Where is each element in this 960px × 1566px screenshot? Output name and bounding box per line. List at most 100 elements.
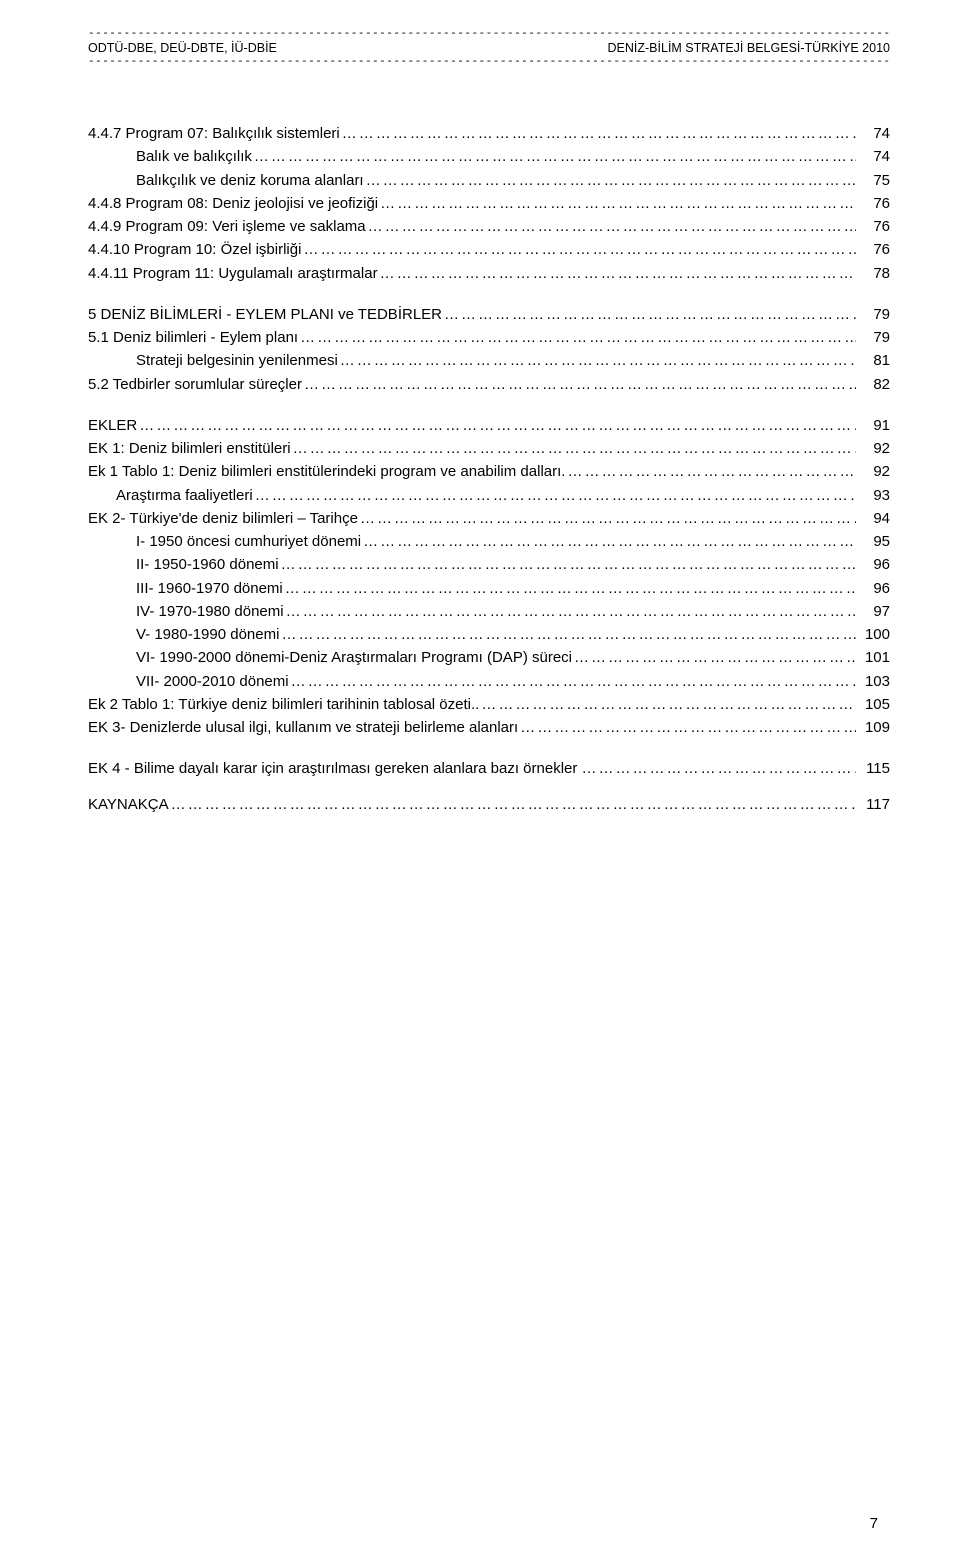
toc-leader-dots: ……………………………………………………………………………………………………………: [279, 623, 856, 646]
toc-row: Strateji belgesinin yenilenmesi…………………………: [88, 349, 890, 372]
running-header: ODTÜ-DBE, DEÜ-DBTE, İÜ-DBİE DENİZ-BİLİM …: [88, 40, 890, 56]
toc-row: Balık ve balıkçılık…………………………………………………………: [88, 145, 890, 168]
toc-leader-dots: ……………………………………………………………………………………………………………: [302, 373, 856, 396]
toc-gap: [88, 285, 890, 303]
toc-leader-dots: ……………………………………………………………………………………………………………: [518, 716, 856, 739]
toc-leader-dots: ……………………………………………………………………………………………………………: [298, 326, 856, 349]
toc-leader-dots: ……………………………………………………………………………………………………………: [252, 145, 856, 168]
toc-entry-label: II- 1950-1960 dönemi: [136, 553, 279, 576]
toc-row: 4.4.11 Program 11: Uygulamalı araştırmal…: [88, 262, 890, 285]
toc-leader-dots: ……………………………………………………………………………………………………………: [291, 437, 856, 460]
toc-entry-label: III- 1960-1970 dönemi: [136, 577, 283, 600]
toc-entry-page: 96: [856, 553, 890, 576]
toc-leader-dots: ……………………………………………………………………………………………………………: [597, 757, 856, 780]
toc-entry-label: I- 1950 öncesi cumhuriyet dönemi: [136, 530, 361, 553]
header-right: DENİZ-BİLİM STRATEJİ BELGESİ-TÜRKİYE 201…: [608, 41, 890, 55]
toc-entry-page: 97: [856, 600, 890, 623]
toc-row: 4.4.10 Program 10: Özel işbirliği……………………: [88, 238, 890, 261]
toc-gap: [88, 739, 890, 757]
toc-row: 5.2 Tedbirler sorumlular süreçler……………………: [88, 373, 890, 396]
toc-entry-page: 115: [856, 757, 890, 780]
toc-leader-dots: ……………………………………………………………………………………………………………: [284, 600, 856, 623]
toc-entry-page: 109: [856, 716, 890, 739]
toc-entry-page: 93: [856, 484, 890, 507]
toc-entry-label: 4.4.11 Program 11: Uygulamalı araştırmal…: [88, 262, 378, 285]
toc-entry-label: EK 1: Deniz bilimleri enstitüleri: [88, 437, 291, 460]
toc-entry-page: 79: [856, 303, 890, 326]
toc-row: 5.1 Deniz bilimleri - Eylem planı……………………: [88, 326, 890, 349]
toc-entry-label: EKLER: [88, 414, 137, 437]
header-rule-bottom: ----------------------------------------…: [88, 56, 890, 68]
toc-gap: [88, 781, 890, 793]
toc-entry-label: IV- 1970-1980 dönemi: [136, 600, 284, 623]
toc-entry-label: KAYNAKÇA: [88, 793, 169, 816]
toc-entry-label: Ek 1 Tablo 1: Deniz bilimleri enstitüler…: [88, 460, 565, 483]
header-rule-top: ----------------------------------------…: [88, 28, 890, 40]
toc-entry-label: 4.4.8 Program 08: Deniz jeolojisi ve jeo…: [88, 192, 378, 215]
toc-entry-page: 82: [856, 373, 890, 396]
toc-row: EK 1: Deniz bilimleri enstitüleri……………………: [88, 437, 890, 460]
toc-row: VI- 1990-2000 dönemi-Deniz Araştırmaları…: [88, 646, 890, 669]
toc-row: III- 1960-1970 dönemi……………………………………………………: [88, 577, 890, 600]
toc-entry-page: 95: [856, 530, 890, 553]
toc-row: EK 4 - Bilime dayalı karar için araştırı…: [88, 757, 890, 780]
toc-leader-dots: ……………………………………………………………………………………………………………: [364, 169, 856, 192]
page-number: 7: [870, 1515, 878, 1532]
toc-row: V- 1980-1990 dönemi…………………………………………………………: [88, 623, 890, 646]
toc-leader-dots: ……………………………………………………………………………………………………………: [358, 507, 856, 530]
toc-row: Balıkçılık ve deniz koruma alanları………………: [88, 169, 890, 192]
toc-entry-page: 76: [856, 215, 890, 238]
toc-entry-label: Balık ve balıkçılık: [136, 145, 252, 168]
toc-leader-dots: ……………………………………………………………………………………………………………: [279, 553, 856, 576]
toc-leader-dots: ……………………………………………………………………………………………………………: [366, 215, 856, 238]
toc-row: I- 1950 öncesi cumhuriyet dönemi………………………: [88, 530, 890, 553]
toc-entry-page: 74: [856, 145, 890, 168]
toc-row: KAYNAKÇA………………………………………………………………………………………: [88, 793, 890, 816]
toc-leader-dots: ……………………………………………………………………………………………………………: [301, 238, 856, 261]
toc-entry-label: VI- 1990-2000 dönemi-Deniz Araştırmaları…: [136, 646, 572, 669]
toc-entry-label: EK 4 - Bilime dayalı karar için araştırı…: [88, 757, 597, 780]
toc-leader-dots: ……………………………………………………………………………………………………………: [169, 793, 856, 816]
toc-entry-page: 117: [856, 793, 890, 816]
toc-entry-label: V- 1980-1990 dönemi: [136, 623, 279, 646]
toc-entry-label: EK 2- Türkiye'de deniz bilimleri – Tarih…: [88, 507, 358, 530]
toc-entry-label: 4.4.10 Program 10: Özel işbirliği: [88, 238, 301, 261]
toc-entry-page: 81: [856, 349, 890, 372]
header-left: ODTÜ-DBE, DEÜ-DBTE, İÜ-DBİE: [88, 41, 277, 55]
toc-row: EK 3- Denizlerde ulusal ilgi, kullanım v…: [88, 716, 890, 739]
toc-leader-dots: ……………………………………………………………………………………………………………: [253, 484, 856, 507]
toc-entry-page: 76: [856, 238, 890, 261]
toc-leader-dots: ……………………………………………………………………………………………………………: [479, 693, 856, 716]
toc-entry-page: 79: [856, 326, 890, 349]
toc-row: 4.4.7 Program 07: Balıkçılık sistemleri……: [88, 122, 890, 145]
toc-entry-page: 75: [856, 169, 890, 192]
toc-entry-label: 5 DENİZ BİLİMLERİ - EYLEM PLANI ve TEDBİ…: [88, 303, 442, 326]
toc-row: 4.4.9 Program 09: Veri işleme ve saklama…: [88, 215, 890, 238]
toc-entry-page: 103: [856, 670, 890, 693]
toc-entry-label: 5.2 Tedbirler sorumlular süreçler: [88, 373, 302, 396]
toc-entry-label: 4.4.9 Program 09: Veri işleme ve saklama: [88, 215, 366, 238]
toc-entry-label: Balıkçılık ve deniz koruma alanları: [136, 169, 364, 192]
table-of-contents: 4.4.7 Program 07: Balıkçılık sistemleri……: [88, 122, 890, 816]
toc-entry-page: 96: [856, 577, 890, 600]
toc-row: VII- 2000-2010 dönemi……………………………………………………: [88, 670, 890, 693]
toc-row: 4.4.8 Program 08: Deniz jeolojisi ve jeo…: [88, 192, 890, 215]
document-page: ----------------------------------------…: [0, 0, 960, 1566]
toc-entry-page: 94: [856, 507, 890, 530]
toc-leader-dots: ……………………………………………………………………………………………………………: [442, 303, 856, 326]
toc-leader-dots: ……………………………………………………………………………………………………………: [340, 122, 856, 145]
toc-entry-label: EK 3- Denizlerde ulusal ilgi, kullanım v…: [88, 716, 518, 739]
toc-gap: [88, 396, 890, 414]
toc-leader-dots: ……………………………………………………………………………………………………………: [378, 192, 856, 215]
toc-entry-label: 4.4.7 Program 07: Balıkçılık sistemleri: [88, 122, 340, 145]
toc-leader-dots: ……………………………………………………………………………………………………………: [137, 414, 856, 437]
toc-row: IV- 1970-1980 dönemi………………………………………………………: [88, 600, 890, 623]
toc-row: EKLER………………………………………………………………………………………………: [88, 414, 890, 437]
toc-leader-dots: ……………………………………………………………………………………………………………: [361, 530, 856, 553]
toc-entry-page: 101: [856, 646, 890, 669]
toc-entry-page: 78: [856, 262, 890, 285]
toc-leader-dots: ……………………………………………………………………………………………………………: [289, 670, 856, 693]
toc-entry-page: 105: [856, 693, 890, 716]
toc-entry-label: Ek 2 Tablo 1: Türkiye deniz bilimleri ta…: [88, 693, 479, 716]
toc-entry-label: Araştırma faaliyetleri: [116, 484, 253, 507]
